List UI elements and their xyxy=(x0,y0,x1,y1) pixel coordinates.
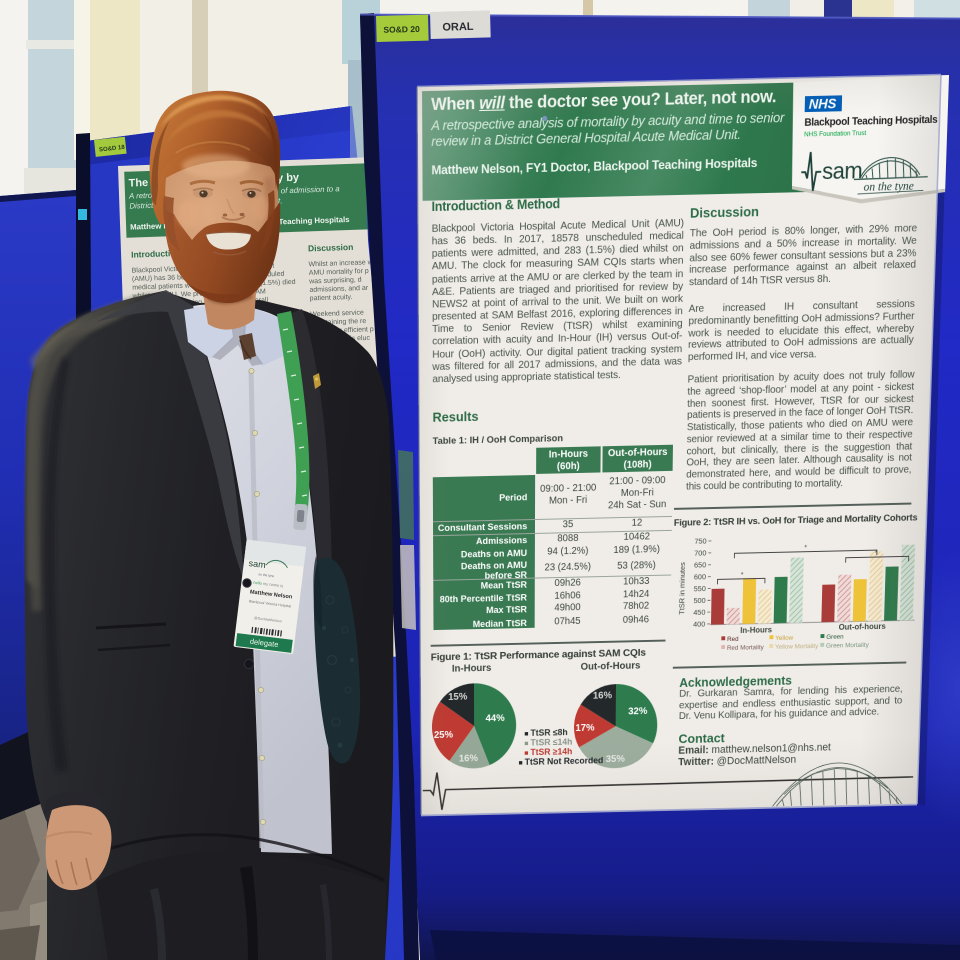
svg-text:17%: 17% xyxy=(575,723,594,734)
svg-text:was surprising, d: was surprising, d xyxy=(308,277,362,286)
svg-text:maintaining the re: maintaining the re xyxy=(310,318,366,327)
svg-text:600: 600 xyxy=(694,572,707,581)
svg-text:15%: 15% xyxy=(448,692,467,703)
svg-text:sam: sam xyxy=(822,157,863,184)
svg-text:550: 550 xyxy=(694,584,707,593)
svg-text:750: 750 xyxy=(694,537,707,546)
svg-text:500: 500 xyxy=(693,596,706,605)
svg-text:admissions, and ar: admissions, and ar xyxy=(309,285,369,294)
svg-text:whilst on AMU. We presente: whilst on AMU. We presented work at SAM xyxy=(131,288,266,300)
svg-text:In-Hours: In-Hours xyxy=(740,625,772,635)
svg-text:Discussion: Discussion xyxy=(308,242,354,254)
svg-text:Green Mortality: Green Mortality xyxy=(826,642,869,650)
svg-text:Blackpool Teaching Hospitals: Blackpool Teaching Hospitals xyxy=(804,115,938,129)
svg-text:NHS: NHS xyxy=(809,96,837,112)
svg-text:16%: 16% xyxy=(593,691,612,702)
svg-text:44%: 44% xyxy=(486,714,505,725)
svg-text:32%: 32% xyxy=(628,706,647,717)
svg-text:Green: Green xyxy=(826,634,844,641)
svg-text:700: 700 xyxy=(694,549,707,558)
svg-text:TtSR in minutes: TtSR in minutes xyxy=(678,562,687,615)
svg-text:TtSR ≥14h: TtSR ≥14h xyxy=(530,747,572,757)
svg-text:16%: 16% xyxy=(459,754,478,765)
svg-text:35%: 35% xyxy=(606,754,625,765)
svg-text:Matthew Nelson: Matthew Nelson xyxy=(250,589,294,600)
svg-text:SO&D 20: SO&D 20 xyxy=(383,24,420,35)
svg-text:Out-of-hours: Out-of-hours xyxy=(839,621,887,632)
svg-text:*: * xyxy=(804,543,807,552)
svg-text:sam: sam xyxy=(248,558,266,570)
svg-text:delegate: delegate xyxy=(249,637,279,649)
svg-text:*: * xyxy=(741,570,744,579)
svg-text:SO&D 18: SO&D 18 xyxy=(99,145,126,154)
svg-text:Red: Red xyxy=(727,636,739,643)
svg-text:Belfast 2016 exploring diff: Belfast 2016 exploring differences in ov… xyxy=(133,297,269,309)
svg-text:Yellow Mortality: Yellow Mortality xyxy=(775,643,819,651)
svg-text:Whilst an increase w: Whilst an increase w xyxy=(308,259,373,268)
svg-text:Weekend service: Weekend service xyxy=(310,310,364,319)
svg-text:650: 650 xyxy=(694,561,707,570)
svg-text:on the tyne: on the tyne xyxy=(258,572,274,578)
svg-text:patient acuity.: patient acuity. xyxy=(310,294,353,302)
svg-text:Yellow: Yellow xyxy=(775,635,793,642)
svg-text:400: 400 xyxy=(693,620,706,629)
svg-text:*: * xyxy=(875,548,878,557)
svg-text:on the tyne: on the tyne xyxy=(863,178,914,193)
svg-text:Red Mortality: Red Mortality xyxy=(727,644,764,651)
svg-text:TtSR ≤14h: TtSR ≤14h xyxy=(530,737,572,747)
svg-text:ORAL: ORAL xyxy=(442,21,474,34)
svg-text:NHS Foundation Trust: NHS Foundation Trust xyxy=(804,130,866,139)
svg-text:TtSR ≤8h: TtSR ≤8h xyxy=(530,728,567,738)
svg-text:AMU mortality for p: AMU mortality for p xyxy=(309,268,369,277)
svg-text:hello my name is: hello my name is xyxy=(253,580,283,589)
svg-text:25%: 25% xyxy=(434,730,453,741)
svg-text:450: 450 xyxy=(693,608,706,617)
svg-text:TtSR Not Recorded: TtSR Not Recorded xyxy=(525,756,604,767)
svg-text:@DocMattNelson: @DocMattNelson xyxy=(254,616,282,623)
svg-text:Blackpool Victoria Hospital: Blackpool Victoria Hospital xyxy=(249,599,292,608)
